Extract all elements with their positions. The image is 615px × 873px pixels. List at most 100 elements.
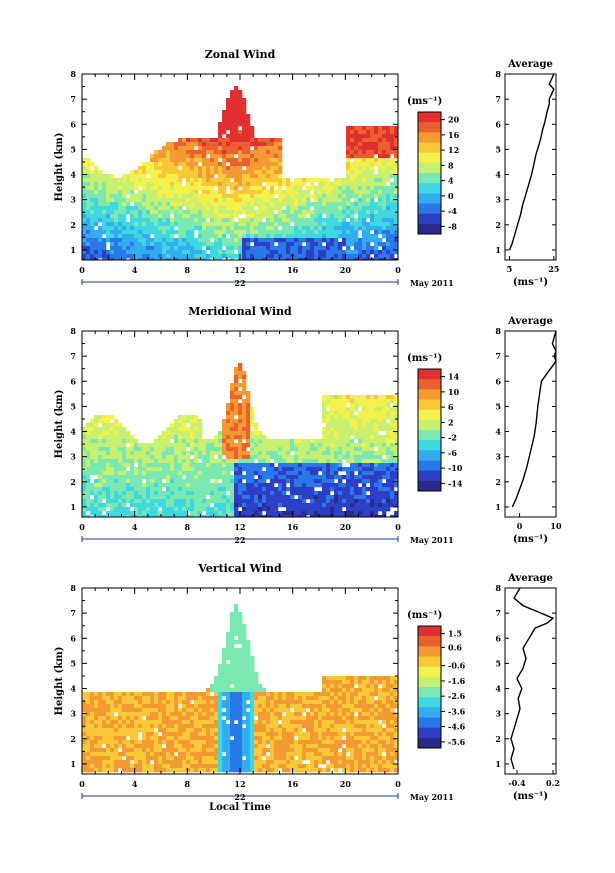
heatmap-cell bbox=[174, 435, 179, 440]
heatmap-cell bbox=[346, 250, 351, 255]
colorbar-segment bbox=[418, 369, 441, 380]
heatmap-cell bbox=[142, 170, 147, 175]
heatmap-cell bbox=[98, 210, 103, 215]
heatmap-cell bbox=[158, 724, 163, 729]
heatmap-cell bbox=[170, 740, 175, 745]
heatmap-cell bbox=[142, 752, 147, 757]
heatmap-cell bbox=[258, 202, 263, 207]
heatmap-cell bbox=[242, 130, 247, 135]
heatmap-cell bbox=[86, 234, 91, 239]
heatmap-cell bbox=[162, 720, 167, 725]
heatmap-cell bbox=[326, 202, 331, 207]
heatmap-cell bbox=[330, 234, 335, 239]
heatmap-cell bbox=[178, 447, 183, 452]
heatmap-cell bbox=[166, 214, 171, 219]
heatmap-cell bbox=[122, 222, 127, 227]
heatmap-cell bbox=[362, 242, 367, 247]
colorbar-segment bbox=[418, 132, 441, 143]
heatmap-cell bbox=[394, 214, 398, 219]
heatmap-cell bbox=[298, 467, 303, 472]
heatmap-cell bbox=[158, 768, 163, 773]
heatmap-cell bbox=[386, 186, 391, 191]
heatmap-cell bbox=[274, 447, 279, 452]
heatmap-cell bbox=[230, 242, 235, 247]
heatmap-cell bbox=[202, 455, 207, 460]
heatmap-cell bbox=[254, 218, 259, 223]
heatmap-cell bbox=[386, 507, 391, 512]
heatmap-cell bbox=[374, 435, 379, 440]
heatmap-cell bbox=[94, 704, 99, 709]
heatmap-cell bbox=[126, 499, 131, 504]
heatmap-cell bbox=[82, 704, 87, 709]
heatmap-cell bbox=[278, 138, 283, 143]
heatmap-cell bbox=[94, 503, 99, 508]
heatmap-cell bbox=[126, 768, 131, 773]
heatmap-cell bbox=[254, 146, 259, 151]
heatmap-cell bbox=[358, 214, 363, 219]
heatmap-cell bbox=[254, 182, 259, 187]
heatmap-cell bbox=[306, 246, 311, 251]
heatmap-cell bbox=[90, 511, 95, 516]
heatmap-cell bbox=[206, 499, 211, 504]
heatmap-cell bbox=[126, 692, 131, 697]
heatmap-cell bbox=[246, 435, 251, 440]
heatmap-cell bbox=[322, 475, 327, 480]
heatmap-cell bbox=[234, 443, 239, 448]
heatmap-cell bbox=[334, 242, 339, 247]
heatmap-cell bbox=[262, 178, 267, 183]
heatmap-cell bbox=[390, 499, 395, 504]
heatmap-cell bbox=[118, 198, 123, 203]
heatmap-cell bbox=[190, 218, 195, 223]
heatmap-cell bbox=[346, 451, 351, 456]
heatmap-cell bbox=[94, 238, 99, 243]
heatmap-cell bbox=[174, 499, 179, 504]
heatmap-cell bbox=[258, 459, 263, 464]
heatmap-cell bbox=[362, 407, 367, 412]
heatmap-cell bbox=[346, 459, 351, 464]
heatmap-cell bbox=[174, 170, 179, 175]
heatmap-cell bbox=[342, 222, 347, 227]
heatmap-cell bbox=[166, 234, 171, 239]
heatmap-cell bbox=[214, 246, 219, 251]
heatmap-cell bbox=[182, 190, 187, 195]
heatmap-cell bbox=[314, 451, 319, 456]
heatmap-cell bbox=[154, 246, 159, 251]
heatmap-cell bbox=[266, 439, 271, 444]
heatmap-cell bbox=[334, 214, 339, 219]
heatmap-cell bbox=[334, 475, 339, 480]
heatmap-cell bbox=[286, 455, 291, 460]
heatmap-cell bbox=[334, 254, 339, 259]
heatmap-cell bbox=[186, 451, 191, 456]
heatmap-cell bbox=[150, 202, 155, 207]
heatmap-cell bbox=[190, 736, 195, 741]
heatmap-cell bbox=[162, 214, 167, 219]
heatmap-cell bbox=[194, 427, 199, 432]
heatmap-cell bbox=[162, 768, 167, 773]
heatmap-cell bbox=[114, 210, 119, 215]
heatmap-cell bbox=[166, 696, 171, 701]
heatmap-cell bbox=[106, 174, 111, 179]
heatmap-cell bbox=[266, 166, 271, 171]
heatmap-cell bbox=[118, 238, 123, 243]
heatmap-cell bbox=[318, 186, 323, 191]
heatmap-cell bbox=[218, 467, 223, 472]
heatmap-cell bbox=[342, 214, 347, 219]
heatmap-cell bbox=[314, 507, 319, 512]
heatmap-cell bbox=[114, 427, 119, 432]
heatmap-cell bbox=[186, 138, 191, 143]
heatmap-cell bbox=[366, 395, 371, 400]
heatmap-cell bbox=[194, 760, 199, 765]
heatmap-cell bbox=[278, 495, 283, 500]
heatmap-cell bbox=[138, 511, 143, 516]
heatmap-cell bbox=[118, 226, 123, 231]
heatmap-cell bbox=[226, 198, 231, 203]
heatmap-cell bbox=[174, 483, 179, 488]
heatmap-cell bbox=[346, 166, 351, 171]
heatmap-cell bbox=[126, 242, 131, 247]
heatmap-cell bbox=[166, 455, 171, 460]
heatmap-cell bbox=[226, 154, 231, 159]
heatmap-cell bbox=[350, 431, 355, 436]
heatmap-cell bbox=[154, 507, 159, 512]
heatmap-cell bbox=[210, 499, 215, 504]
heatmap-cell bbox=[290, 459, 295, 464]
